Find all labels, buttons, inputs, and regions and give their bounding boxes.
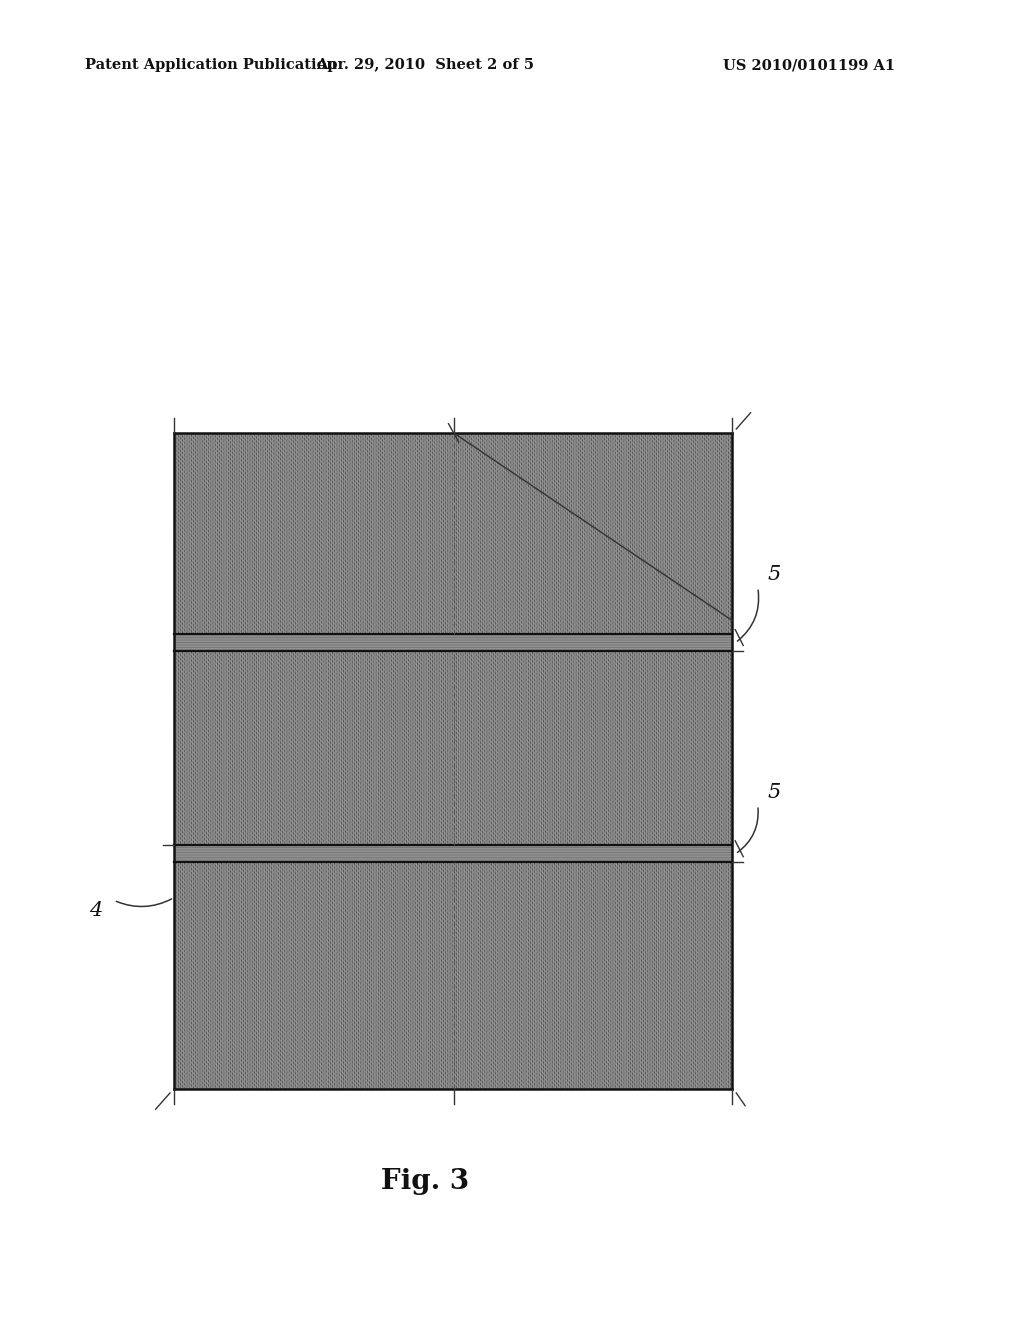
Bar [174,634,732,651]
Text: 4: 4 [89,902,101,920]
Bar [174,862,732,1089]
FancyArrowPatch shape [737,808,758,853]
Bar [174,433,732,634]
Bar [174,862,732,1089]
Bar [174,651,732,845]
Bar [174,651,732,845]
Text: Fig. 3: Fig. 3 [381,1168,469,1195]
Text: US 2010/0101199 A1: US 2010/0101199 A1 [723,58,895,73]
Bar [174,845,732,862]
Text: 5: 5 [768,565,781,583]
Bar [174,634,732,651]
Bar [174,651,732,845]
FancyArrowPatch shape [737,590,759,642]
Text: 5: 5 [768,783,781,801]
FancyArrowPatch shape [116,899,172,907]
Bar [174,433,732,634]
Bar [174,845,732,862]
Text: Patent Application Publication: Patent Application Publication [85,58,337,73]
Bar [174,433,732,634]
Bar [174,862,732,1089]
Text: Apr. 29, 2010  Sheet 2 of 5: Apr. 29, 2010 Sheet 2 of 5 [316,58,534,73]
